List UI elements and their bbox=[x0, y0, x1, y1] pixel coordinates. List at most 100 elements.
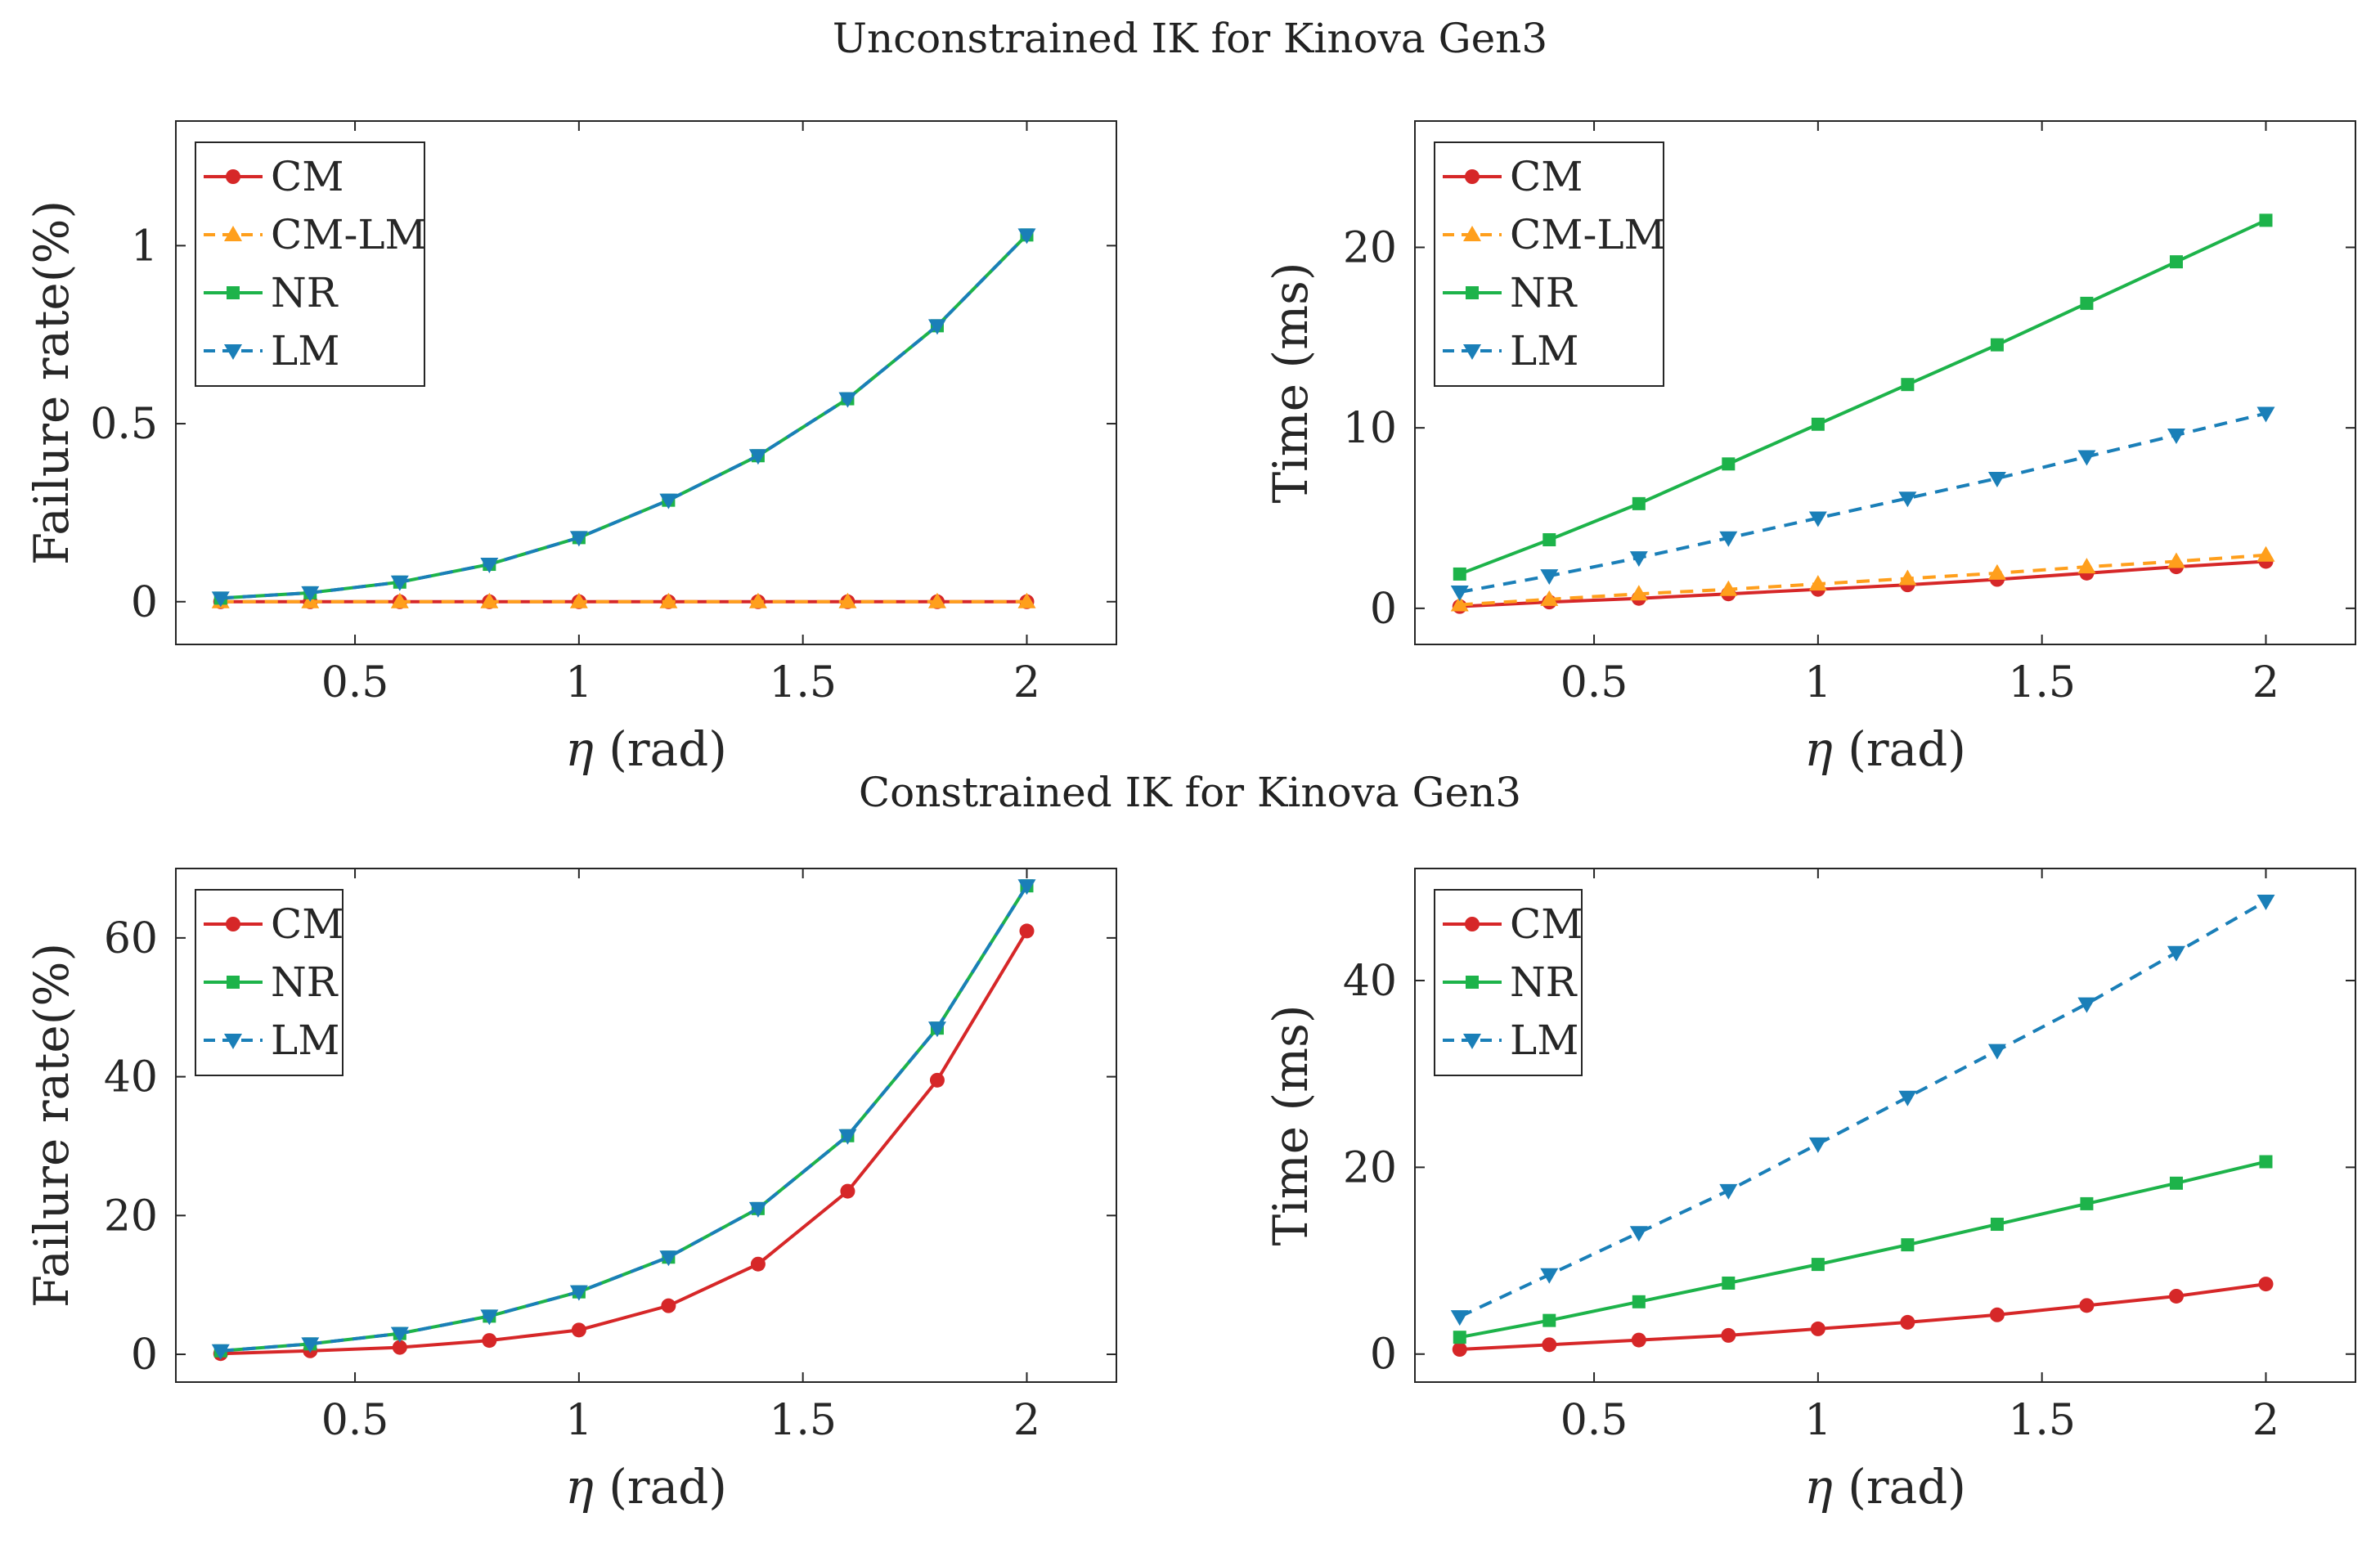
x-axis-label: η (rad) bbox=[565, 1459, 727, 1515]
series-line-lm bbox=[1459, 411, 2266, 594]
data-point-cm-lm bbox=[1450, 595, 1469, 612]
data-point-cm bbox=[571, 1322, 586, 1338]
data-point-cm-lm bbox=[1540, 590, 1559, 606]
legend-marker-cm bbox=[226, 169, 240, 184]
data-point-cm-lm bbox=[390, 592, 409, 608]
data-point-cm bbox=[1989, 1307, 2005, 1322]
y-axis-label: Failure rate(%) bbox=[24, 943, 79, 1308]
data-point-cm bbox=[392, 1340, 407, 1355]
data-point-nr bbox=[1901, 1238, 1915, 1252]
data-point-cm-lm bbox=[2257, 545, 2275, 562]
y-tick-label: 60 bbox=[104, 914, 158, 963]
x-tick-label: 2 bbox=[1013, 658, 1040, 707]
series-lm bbox=[211, 879, 1036, 1360]
data-point-cm bbox=[1721, 1327, 1736, 1343]
data-point-lm bbox=[2257, 894, 2275, 910]
plot-frame bbox=[175, 868, 1117, 1383]
data-point-cm bbox=[750, 1256, 766, 1272]
data-point-lm bbox=[1898, 491, 1917, 508]
legend-marker-cm bbox=[1465, 169, 1480, 184]
data-point-cm bbox=[929, 1072, 945, 1088]
data-point-cm bbox=[1019, 923, 1035, 939]
y-tick-label: 10 bbox=[1343, 404, 1397, 453]
series-line-lm bbox=[220, 233, 1028, 600]
data-point-cm-lm bbox=[2077, 558, 2096, 574]
data-point-cm bbox=[2079, 1298, 2095, 1313]
legend-label-lm: LM bbox=[271, 327, 339, 375]
data-point-nr bbox=[1543, 533, 1556, 546]
series-line-lm bbox=[1458, 900, 2267, 1318]
x-tick-label: 0.5 bbox=[1560, 1396, 1628, 1445]
legend-marker-cm bbox=[226, 917, 240, 931]
series-line-cm-lm bbox=[1459, 553, 2266, 607]
data-point-lm bbox=[1987, 1044, 2006, 1060]
x-tick-label: 0.5 bbox=[1560, 658, 1628, 707]
data-point-lm bbox=[1017, 879, 1036, 895]
data-point-cm-lm bbox=[1629, 585, 1648, 601]
data-point-cm bbox=[661, 1298, 676, 1313]
x-tick-label: 2 bbox=[2252, 658, 2279, 707]
data-point-lm bbox=[1017, 228, 1036, 245]
series-lm bbox=[1450, 406, 2275, 601]
data-point-cm bbox=[482, 1333, 497, 1349]
data-point-lm bbox=[2077, 997, 2096, 1013]
series-nr bbox=[1453, 1155, 2273, 1344]
series-lm bbox=[211, 228, 1036, 608]
x-tick-label: 1 bbox=[565, 1396, 592, 1445]
data-point-cm-lm bbox=[927, 592, 946, 608]
legend-label-lm: LM bbox=[271, 1017, 339, 1064]
series-cm-lm bbox=[1450, 545, 2275, 612]
legend-marker-nr bbox=[1466, 286, 1479, 299]
data-point-lm bbox=[2167, 945, 2185, 962]
x-tick-label: 1.5 bbox=[769, 1396, 837, 1445]
legend-marker-lm bbox=[1463, 1034, 1481, 1049]
data-point-nr bbox=[1811, 417, 1825, 431]
series-line-cm bbox=[220, 930, 1029, 1356]
legend-marker-nr bbox=[227, 976, 240, 989]
y-tick-label: 40 bbox=[1343, 957, 1397, 1006]
data-point-lm bbox=[1808, 511, 1827, 527]
x-tick-label: 2 bbox=[1013, 1396, 1040, 1445]
data-point-lm bbox=[927, 1021, 946, 1038]
legend-label-cm-lm: CM-LM bbox=[271, 211, 427, 258]
x-tick-label: 1 bbox=[565, 658, 592, 707]
data-point-cm bbox=[1631, 1332, 1646, 1348]
plot-frame bbox=[1414, 868, 2356, 1383]
data-point-lm bbox=[838, 1129, 857, 1145]
data-point-lm bbox=[1629, 551, 1648, 568]
y-tick-label: 0 bbox=[131, 578, 158, 627]
y-axis-label: Time (ms) bbox=[1263, 1004, 1318, 1246]
data-point-lm bbox=[1719, 1183, 1738, 1200]
y-tick-label: 0.5 bbox=[90, 400, 158, 449]
data-point-nr bbox=[2080, 1196, 2094, 1210]
data-point-nr bbox=[1453, 567, 1466, 581]
y-tick-label: 20 bbox=[1343, 1143, 1397, 1192]
y-tick-label: 1 bbox=[131, 222, 158, 271]
legend-label-cm: CM bbox=[1510, 900, 1583, 948]
x-axis-symbol: η bbox=[565, 1459, 594, 1515]
y-tick-label: 20 bbox=[1343, 223, 1397, 272]
data-point-lm bbox=[211, 591, 230, 608]
legend-label-cm: CM bbox=[1510, 153, 1583, 200]
legend-marker-nr bbox=[227, 286, 240, 299]
y-tick-label: 0 bbox=[1370, 585, 1397, 634]
series-line-nr bbox=[1459, 218, 2267, 576]
legend-label-lm: LM bbox=[1510, 1017, 1578, 1064]
data-point-nr bbox=[2080, 296, 2094, 310]
x-tick-label: 0.5 bbox=[321, 658, 389, 707]
data-point-nr bbox=[2259, 213, 2273, 227]
data-point-cm bbox=[1810, 1321, 1825, 1336]
y-tick-label: 0 bbox=[131, 1331, 158, 1380]
legend-label-nr: NR bbox=[271, 269, 339, 316]
plot-frame bbox=[1414, 120, 2356, 645]
data-point-cm-lm bbox=[569, 592, 588, 608]
x-axis-unit: (rad) bbox=[1833, 1459, 1966, 1515]
data-point-lm bbox=[2167, 429, 2185, 444]
x-tick-label: 2 bbox=[2252, 1396, 2279, 1445]
series-line-lm bbox=[220, 885, 1029, 1353]
data-point-lm bbox=[301, 1337, 320, 1353]
data-point-lm bbox=[1987, 471, 2006, 487]
